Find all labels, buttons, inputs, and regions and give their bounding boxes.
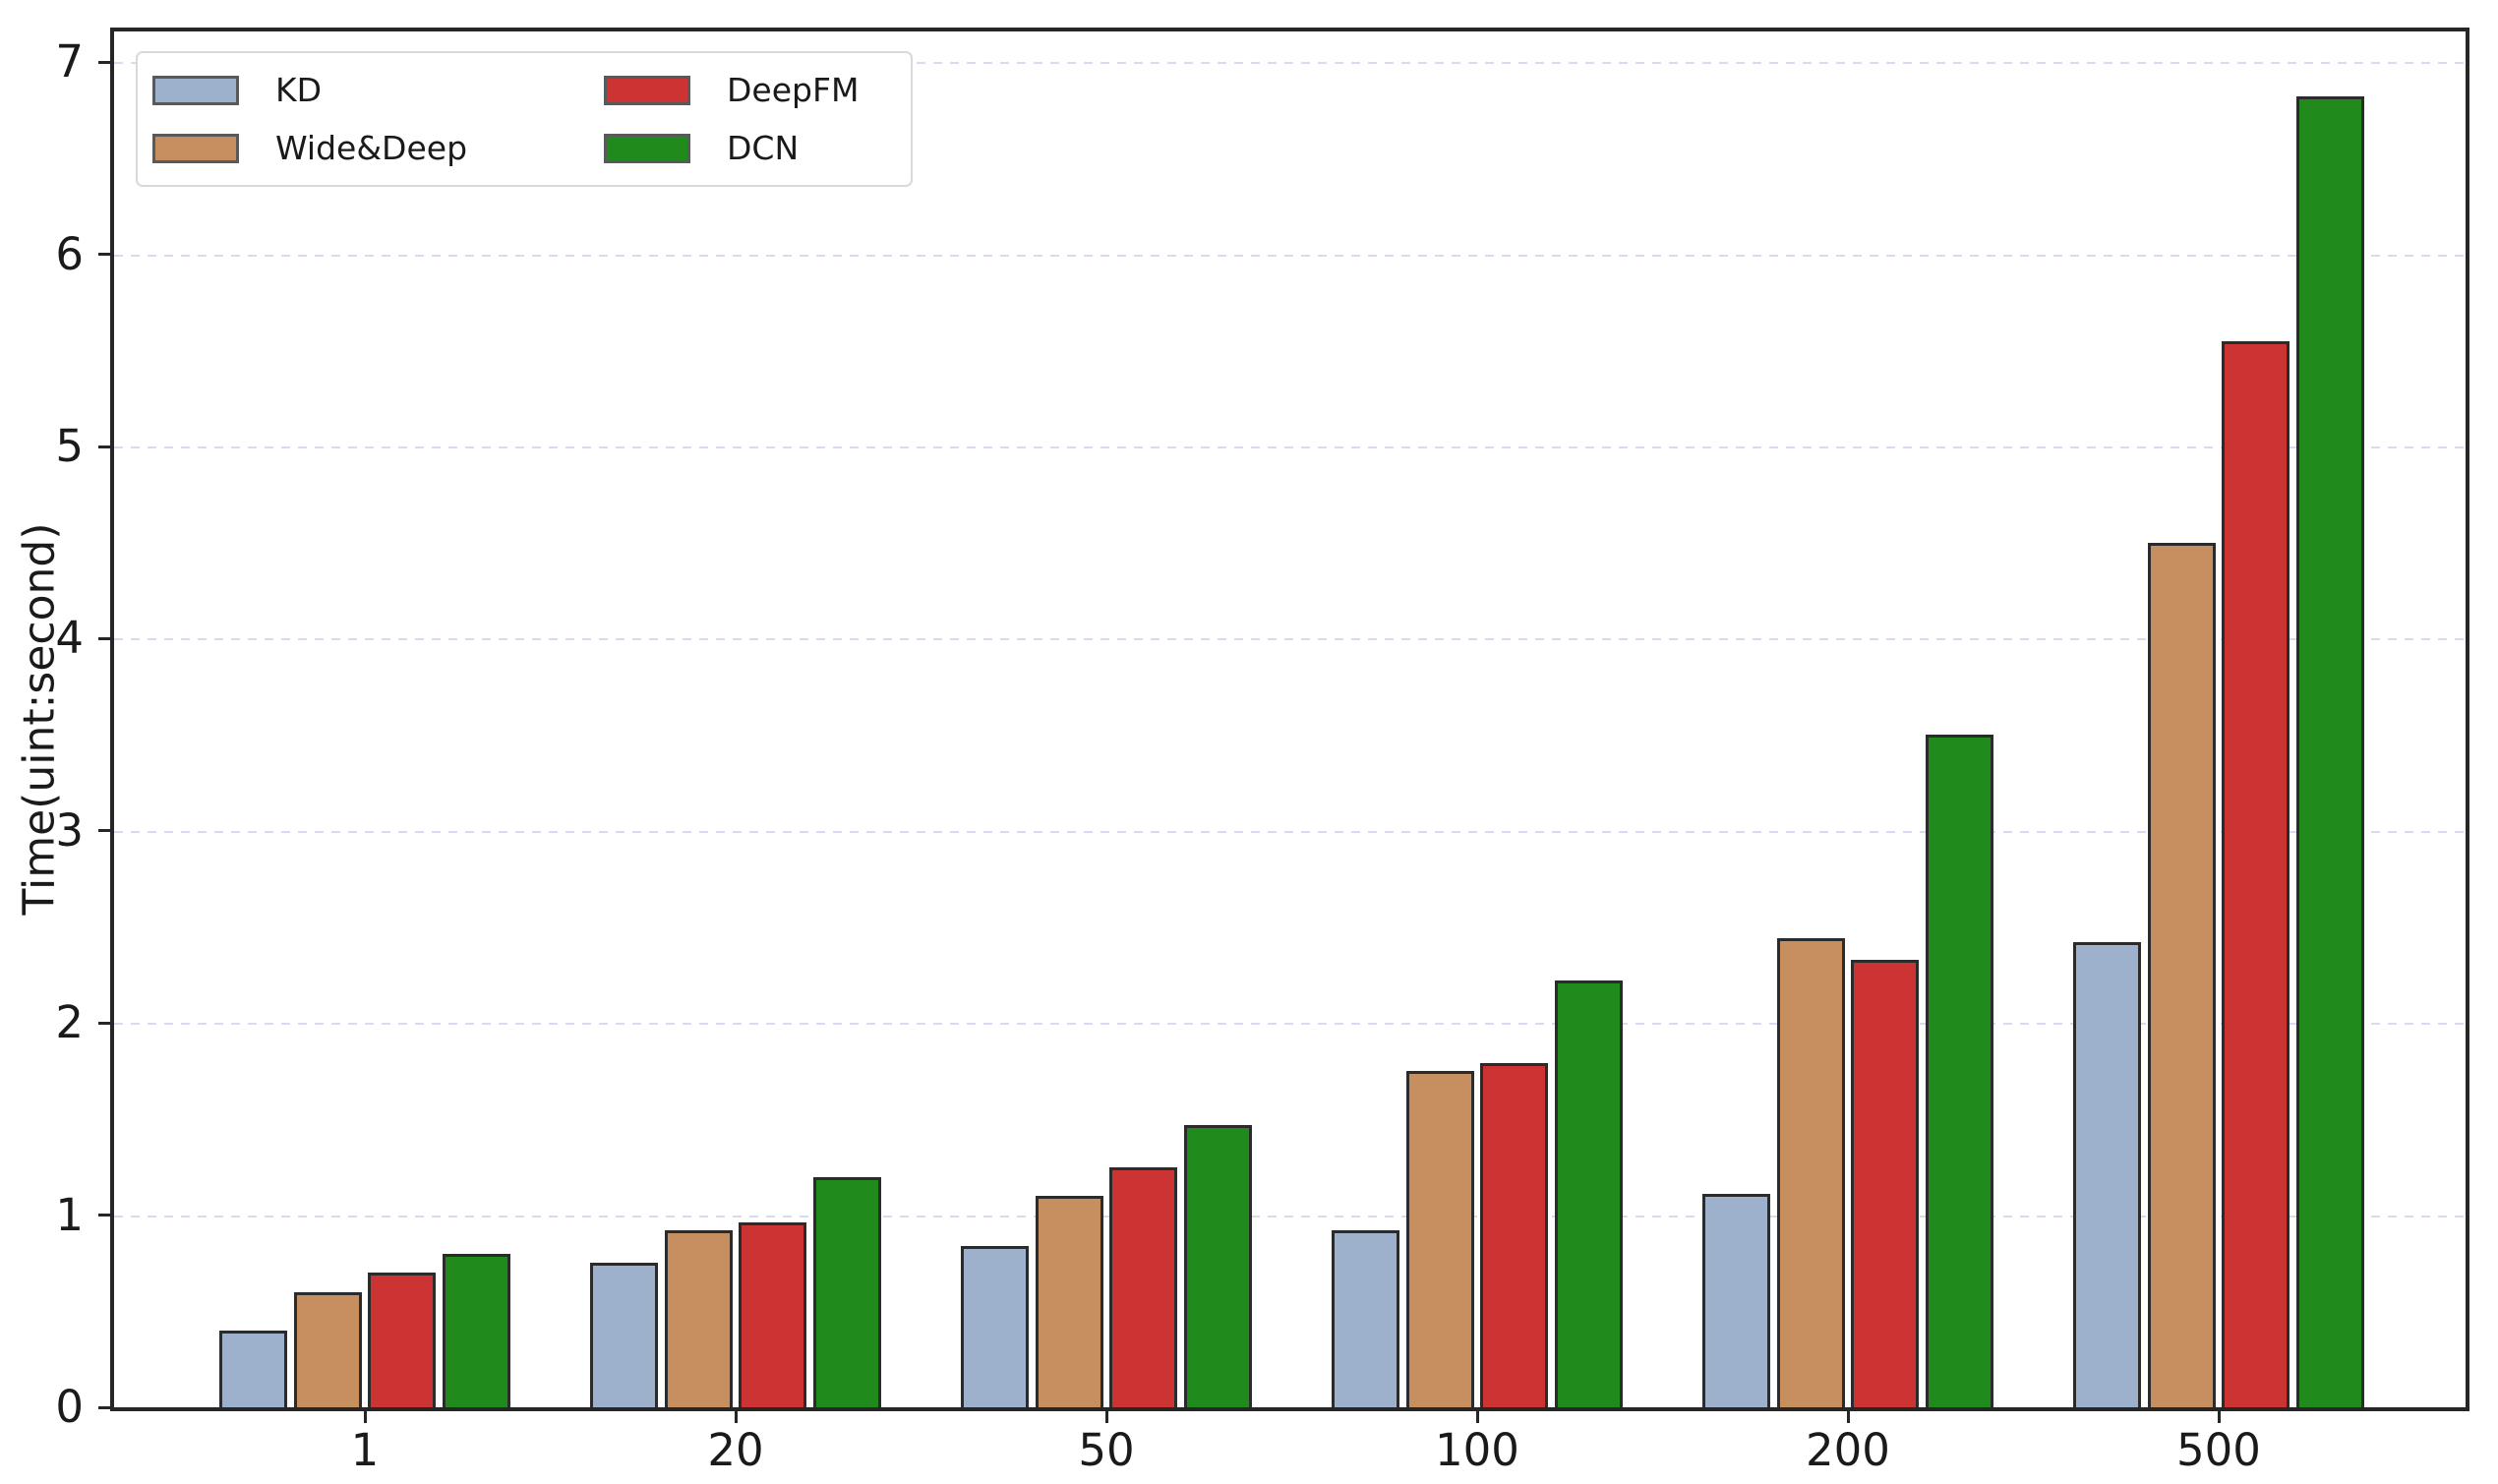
bar-kd-200 [1702,1194,1771,1407]
bar-kd-500 [2073,942,2142,1407]
gridline-y3 [114,830,2466,833]
bar-wide-deep-500 [2147,542,2216,1407]
x-tick-label-200: 200 [1806,1424,1890,1476]
legend-swatch-icon [152,75,239,105]
gridline-y1 [114,1215,2466,1217]
y-tick-5 [98,445,110,448]
legend-label: DeepFM [727,71,860,109]
y-tick-3 [98,829,110,833]
bar-wide-deep-100 [1405,1071,1474,1407]
gridline-y6 [114,254,2466,257]
plot-area [110,28,2469,1411]
legend-item-kd: KD [152,71,604,109]
x-tick-1 [363,1411,367,1423]
bar-deepfm-200 [1851,959,1920,1407]
bar-deepfm-1 [368,1273,437,1407]
legend-item-dcn: DCN [604,129,911,167]
bar-kd-1 [219,1330,288,1407]
bar-wide-deep-1 [293,1291,362,1407]
y-tick-label-3: 3 [55,803,84,857]
y-tick-label-2: 2 [55,996,84,1049]
x-tick-label-500: 500 [2176,1424,2261,1476]
x-tick-500 [2217,1411,2221,1423]
bar-kd-50 [961,1245,1030,1407]
bar-dcn-50 [1183,1124,1252,1407]
y-tick-label-4: 4 [55,612,84,665]
bar-dcn-500 [2295,96,2364,1407]
gridline-y2 [114,1023,2466,1026]
x-tick-100 [1475,1411,1479,1423]
y-tick-2 [98,1021,110,1025]
bar-dcn-200 [1925,735,1993,1407]
x-tick-label-50: 50 [1078,1424,1135,1476]
bar-deepfm-20 [739,1222,807,1407]
y-tick-label-7: 7 [55,35,84,89]
y-tick-label-6: 6 [55,227,84,280]
legend: KD Wide&Deep DeepFM DCN [136,51,913,187]
x-tick-label-100: 100 [1435,1424,1519,1476]
y-tick-6 [98,253,110,257]
y-tick-label-5: 5 [55,420,84,473]
bar-wide-deep-200 [1776,938,1845,1407]
y-tick-label-0: 0 [55,1381,84,1433]
legend-label: Wide&Deep [275,129,468,167]
bar-deepfm-100 [1480,1063,1549,1407]
gridline-y5 [114,446,2466,449]
legend-item-wide-deep: Wide&Deep [152,129,604,167]
legend-label: DCN [727,129,800,167]
gridline-y4 [114,638,2466,641]
x-tick-label-20: 20 [707,1424,764,1476]
x-tick-label-1: 1 [350,1424,380,1476]
legend-swatch-icon [604,133,690,163]
legend-item-deepfm: DeepFM [604,71,911,109]
bar-wide-deep-50 [1035,1196,1103,1407]
y-tick-1 [98,1214,110,1217]
legend-swatch-icon [152,133,239,163]
gridline-y7 [114,62,2466,65]
bar-wide-deep-20 [664,1230,733,1407]
bar-deepfm-500 [2222,340,2290,1407]
bar-dcn-1 [442,1253,510,1407]
legend-label: KD [275,71,323,109]
bar-deepfm-50 [1109,1166,1178,1407]
x-tick-20 [734,1411,738,1423]
bar-kd-20 [590,1263,659,1407]
bar-dcn-20 [812,1176,881,1407]
x-tick-50 [1104,1411,1108,1423]
legend-swatch-icon [604,75,690,105]
y-tick-7 [98,60,110,64]
y-tick-label-1: 1 [55,1188,84,1241]
bar-dcn-100 [1554,980,1623,1407]
y-tick-4 [98,636,110,640]
y-tick-0 [98,1405,110,1409]
x-tick-200 [1846,1411,1850,1423]
bar-kd-100 [1332,1230,1400,1407]
